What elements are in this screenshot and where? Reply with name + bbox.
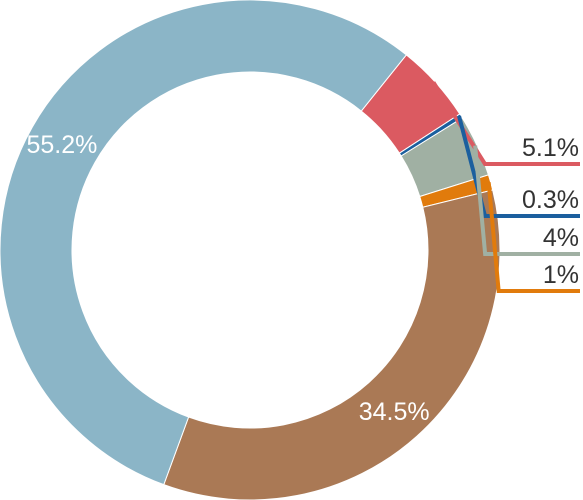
leader-lines [431,81,580,293]
slice-label: 1% [543,261,579,289]
donut-slice [0,0,408,486]
leader-line [431,81,580,166]
slice-label: 55.2% [26,131,97,159]
donut-slice [163,189,501,500]
leader-line [457,115,580,218]
leader-line [486,182,580,293]
slice-labels: 5.1% 0.3% 4% 1% 34.5% 55.2% [26,131,579,426]
slice-label: 4% [543,224,579,252]
leader-line [473,145,580,256]
slice-label: 5.1% [522,134,579,162]
slice-label: 0.3% [522,186,579,214]
slice-label: 34.5% [359,398,430,426]
